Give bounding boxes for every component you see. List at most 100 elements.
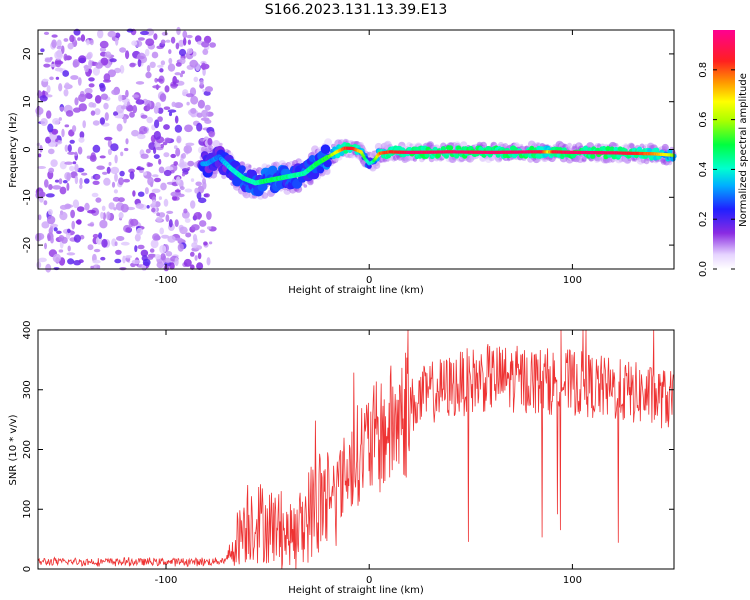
noise-blob (62, 180, 68, 184)
noise-blob (107, 30, 117, 38)
noise-blob (39, 95, 48, 102)
noise-blob (48, 148, 55, 155)
noise-blob (193, 212, 202, 220)
noise-blob (40, 118, 48, 126)
noise-blob (94, 95, 102, 104)
noise-blob (67, 144, 72, 153)
noise-blob (118, 212, 124, 219)
noise-blob (53, 227, 58, 232)
snr-x-tick-label: 100 (563, 575, 582, 586)
noise-blob (168, 49, 172, 55)
noise-blob (73, 28, 81, 36)
noise-blob (209, 42, 217, 48)
noise-blob (108, 202, 115, 210)
noise-blob (48, 167, 55, 174)
noise-blob (63, 89, 69, 97)
noise-blob (55, 76, 60, 80)
noise-blob (208, 241, 213, 245)
ridge-halo (248, 164, 252, 168)
snr-y-tick-label: 0 (22, 566, 33, 572)
snr-series-line (37, 329, 675, 570)
noise-blob (47, 234, 51, 242)
noise-blob (59, 186, 67, 195)
snr-y-tick-label: 300 (22, 380, 33, 399)
noise-blob (132, 190, 136, 197)
ridge-halo (567, 142, 572, 148)
noise-blob (135, 99, 145, 105)
noise-blob (161, 31, 169, 36)
noise-blob (160, 143, 164, 149)
noise-blob (45, 136, 52, 144)
noise-blob (176, 26, 181, 36)
noise-blob (58, 235, 65, 242)
noise-blob (189, 59, 198, 68)
ridge-halo (576, 143, 581, 147)
ridge-mid (601, 145, 607, 152)
noise-blob (147, 256, 154, 260)
noise-blob (43, 31, 50, 35)
noise-blob (184, 218, 191, 223)
noise-blob (181, 168, 190, 172)
ridge-halo (661, 143, 669, 152)
noise-blob (203, 90, 211, 96)
noise-blob (113, 189, 118, 194)
noise-blob (119, 47, 127, 53)
noise-blob (147, 162, 153, 167)
noise-blob (66, 252, 76, 256)
noise-blob (131, 40, 138, 46)
noise-blob (158, 158, 162, 165)
noise-blob (120, 203, 129, 213)
noise-blob (44, 242, 47, 250)
noise-blob (175, 79, 179, 83)
noise-blob (97, 29, 104, 39)
noise-blob (153, 33, 158, 40)
noise-blob (101, 205, 106, 211)
noise-blob (38, 153, 42, 158)
noise-blob (48, 184, 53, 190)
noise-blob (153, 130, 161, 140)
ridge-mid (647, 148, 653, 154)
noise-blob (158, 212, 166, 218)
noise-blob (56, 49, 63, 58)
spectrogram-y-tick-label: -10 (22, 189, 33, 205)
noise-blob (79, 177, 83, 186)
snr-ticks: -100 0 100 0 100 200 300 400 (22, 320, 674, 586)
noise-blob (175, 147, 181, 157)
noise-blob (140, 249, 149, 257)
noise-blob (89, 154, 97, 162)
noise-blob (140, 30, 149, 36)
noise-blob (174, 189, 181, 193)
noise-blob (196, 122, 203, 132)
ridge-mid (447, 145, 454, 151)
noise-blob (165, 214, 170, 223)
noise-blob (183, 37, 187, 46)
noise-blob (137, 191, 145, 197)
noise-blob (56, 39, 62, 48)
noise-blob (61, 128, 65, 138)
noise-blob (72, 125, 77, 133)
noise-blob (191, 242, 198, 249)
noise-blob (49, 226, 54, 230)
noise-blob (132, 94, 140, 98)
noise-blob (77, 37, 81, 41)
noise-blob (173, 145, 178, 150)
noise-blob (51, 34, 58, 38)
noise-blob (110, 166, 120, 175)
noise-blob (135, 81, 145, 85)
noise-blob (163, 198, 169, 207)
noise-blob (202, 48, 209, 56)
noise-blob (137, 58, 142, 68)
noise-blob (151, 188, 161, 193)
noise-blob (184, 188, 193, 193)
noise-blob (67, 245, 71, 252)
ridge-mid (238, 165, 246, 173)
noise-blob (154, 177, 161, 183)
noise-blob (175, 237, 183, 242)
noise-blob (164, 137, 171, 143)
noise-blob (206, 211, 212, 220)
noise-blob (172, 75, 178, 85)
ridge-mid (590, 153, 596, 159)
ridge-halo (261, 192, 269, 199)
noise-blob (168, 219, 173, 228)
noise-blob (184, 124, 193, 133)
